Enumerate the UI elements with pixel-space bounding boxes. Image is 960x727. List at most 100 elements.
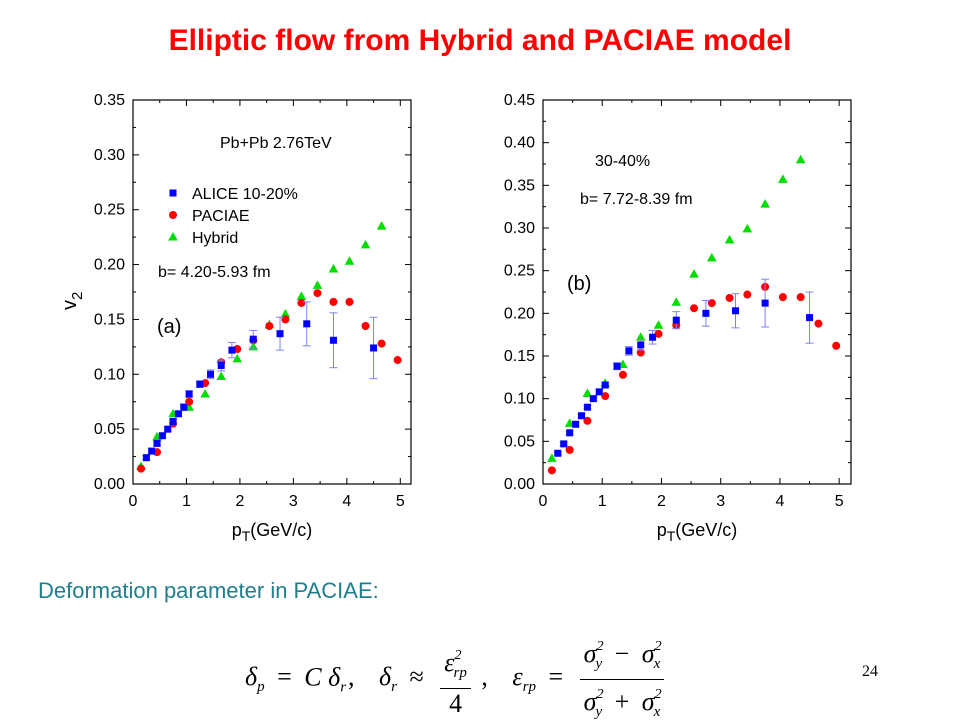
legend: ALICE 10-20% PACIAE Hybrid bbox=[168, 186, 298, 247]
data-point bbox=[228, 346, 236, 354]
series-square bbox=[142, 301, 378, 462]
chart-b: 0 1 2 3 4 5 0.00 0.05 0.10 0.15 0.20 0.25 0.30 0.35 0.… bbox=[504, 92, 852, 544]
y-tick-label: 0.00 bbox=[504, 476, 535, 493]
data-point bbox=[618, 359, 628, 369]
x-axis-label-sub: T bbox=[242, 528, 251, 544]
data-point bbox=[345, 297, 354, 306]
data-point bbox=[174, 410, 182, 418]
y-tick-label: 0.15 bbox=[504, 348, 535, 365]
data-point bbox=[217, 362, 225, 370]
fraction-eps-over-four: ε2rp 4 bbox=[440, 641, 471, 719]
data-point bbox=[689, 269, 699, 278]
legend-label: Hybrid bbox=[192, 230, 238, 247]
x-axis-label-sub: T bbox=[667, 528, 676, 544]
data-point bbox=[169, 417, 177, 425]
data-point bbox=[637, 341, 645, 349]
data-point bbox=[148, 447, 156, 455]
page-number: 24 bbox=[862, 663, 878, 680]
data-point bbox=[216, 371, 227, 380]
data-point bbox=[589, 395, 597, 403]
data-point bbox=[724, 234, 735, 244]
formula-eps-rp: εrp bbox=[512, 662, 536, 696]
annotation: 30-40% bbox=[595, 153, 650, 170]
x-tick-label: 0 bbox=[129, 493, 138, 510]
y-tick-label: 0.45 bbox=[504, 92, 535, 109]
x-tick-label: 1 bbox=[182, 493, 191, 510]
x-tick-label: 3 bbox=[716, 493, 725, 510]
y-tick-label: 0.35 bbox=[94, 92, 125, 109]
data-point bbox=[361, 322, 370, 331]
data-point bbox=[601, 381, 609, 389]
formula-delta-p: δp bbox=[245, 662, 265, 696]
data-point bbox=[376, 221, 387, 230]
data-point bbox=[566, 429, 574, 437]
data-point bbox=[583, 416, 592, 425]
data-point bbox=[760, 199, 770, 208]
data-point bbox=[153, 439, 161, 447]
x-tick-label: 3 bbox=[289, 493, 298, 510]
data-point bbox=[653, 320, 664, 329]
data-point bbox=[582, 388, 593, 398]
y-axis-label-main: v bbox=[59, 300, 81, 310]
data-point bbox=[554, 449, 562, 457]
data-point bbox=[344, 256, 355, 265]
data-point bbox=[636, 348, 645, 357]
data-point bbox=[547, 453, 557, 462]
data-point bbox=[564, 418, 575, 427]
data-point bbox=[690, 304, 699, 313]
panel-label: (a) bbox=[157, 316, 181, 338]
data-point bbox=[743, 290, 752, 299]
data-point bbox=[595, 388, 603, 396]
y-tick-label: 0.05 bbox=[94, 421, 125, 438]
y-tick-label: 0.10 bbox=[504, 391, 535, 408]
x-axis-label-main: p bbox=[232, 520, 242, 540]
y-tick-label: 0.00 bbox=[94, 476, 125, 493]
series-triangle bbox=[136, 221, 387, 470]
x-tick-label: 2 bbox=[657, 493, 666, 510]
slide-title: Elliptic flow from Hybrid and PACIAE mod… bbox=[168, 24, 792, 57]
legend-marker bbox=[169, 189, 177, 197]
data-point bbox=[578, 412, 585, 420]
x-tick-label: 1 bbox=[598, 493, 607, 510]
data-point bbox=[142, 454, 150, 462]
annotation: b= 7.72-8.39 fm bbox=[580, 191, 693, 208]
y-axis-label: v2 bbox=[59, 292, 86, 310]
data-point bbox=[618, 370, 627, 379]
annotation: b= 4.20-5.93 fm bbox=[158, 264, 271, 281]
data-point bbox=[707, 252, 717, 262]
data-point bbox=[796, 293, 805, 302]
data-point bbox=[281, 315, 290, 324]
x-axis-label: pT(GeV/c) bbox=[657, 520, 738, 544]
data-point bbox=[196, 380, 204, 388]
chart-a: 0 1 2 3 4 5 0.00 0.05 0.10 0.15 0.20 0.25 0.30 0.35 pT… bbox=[59, 92, 412, 544]
legend-marker bbox=[169, 211, 177, 219]
data-point bbox=[370, 344, 378, 352]
y-axis-label-sub: 2 bbox=[69, 292, 86, 300]
data-point bbox=[635, 332, 646, 341]
data-point bbox=[672, 316, 680, 324]
data-point bbox=[180, 403, 188, 411]
y-tick-label: 0.20 bbox=[94, 257, 125, 274]
y-tick-label: 0.35 bbox=[504, 177, 535, 194]
data-point bbox=[572, 420, 580, 428]
formula-delta-r: δr bbox=[379, 662, 397, 696]
data-point bbox=[654, 329, 663, 338]
data-point bbox=[814, 319, 823, 328]
x-tick-label: 2 bbox=[235, 493, 244, 510]
legend-marker bbox=[168, 232, 178, 241]
data-point bbox=[725, 293, 734, 302]
x-axis-label-rest: (GeV/c) bbox=[250, 520, 312, 540]
x-tick-label: 4 bbox=[342, 493, 351, 510]
x-axis-label-rest: (GeV/c) bbox=[675, 520, 737, 540]
data-point bbox=[761, 299, 769, 307]
data-point bbox=[232, 353, 243, 363]
y-tick-label: 0.10 bbox=[94, 366, 125, 383]
data-point bbox=[312, 280, 323, 289]
data-point bbox=[276, 330, 284, 338]
data-point bbox=[832, 341, 841, 350]
data-point bbox=[778, 293, 787, 302]
legend-label: PACIAE bbox=[192, 208, 250, 225]
x-tick-label: 0 bbox=[539, 493, 548, 510]
y-tick-label: 0.30 bbox=[94, 147, 125, 164]
data-point bbox=[649, 333, 657, 341]
